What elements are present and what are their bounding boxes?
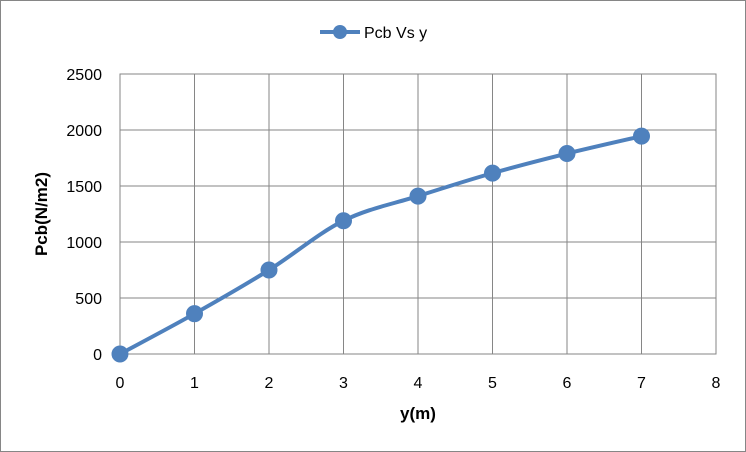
series-line [119, 134, 642, 356]
data-point [633, 127, 650, 145]
data-point [186, 305, 203, 323]
data-point [558, 145, 576, 163]
y-tick-label: 500 [75, 291, 102, 308]
x-tick-label: 1 [190, 375, 199, 392]
legend: Pcb Vs y [320, 25, 427, 42]
x-tick-labels: 0 1 2 3 4 5 6 7 8 [116, 375, 721, 392]
data-point [260, 261, 278, 279]
data-point [335, 212, 352, 230]
y-tick-labels: 0 500 1000 1500 2000 2500 [66, 67, 102, 364]
x-tick-label: 4 [414, 375, 423, 392]
x-tick-label: 0 [116, 375, 125, 392]
legend-label: Pcb Vs y [364, 25, 427, 42]
x-tick-label: 2 [265, 375, 274, 392]
data-point [484, 164, 501, 182]
legend-marker [333, 25, 347, 39]
data-point [409, 187, 427, 205]
y-tick-label: 1000 [66, 235, 102, 252]
x-tick-label: 8 [712, 375, 721, 392]
y-tick-label: 2500 [66, 67, 102, 84]
y-axis-title: Pcb(N/m2) [32, 172, 51, 256]
x-tick-label: 7 [637, 375, 646, 392]
x-tick-label: 6 [563, 375, 572, 392]
gridlines [119, 73, 717, 355]
y-tick-label: 0 [93, 347, 102, 364]
y-tick-label: 2000 [66, 123, 102, 140]
plot-area-border [119, 73, 717, 355]
series-layer [111, 127, 650, 363]
x-tick-label: 3 [339, 375, 348, 392]
x-axis-title: y(m) [400, 404, 436, 423]
x-tick-label: 5 [488, 375, 497, 392]
data-point [111, 345, 129, 363]
y-tick-label: 1500 [66, 179, 102, 196]
